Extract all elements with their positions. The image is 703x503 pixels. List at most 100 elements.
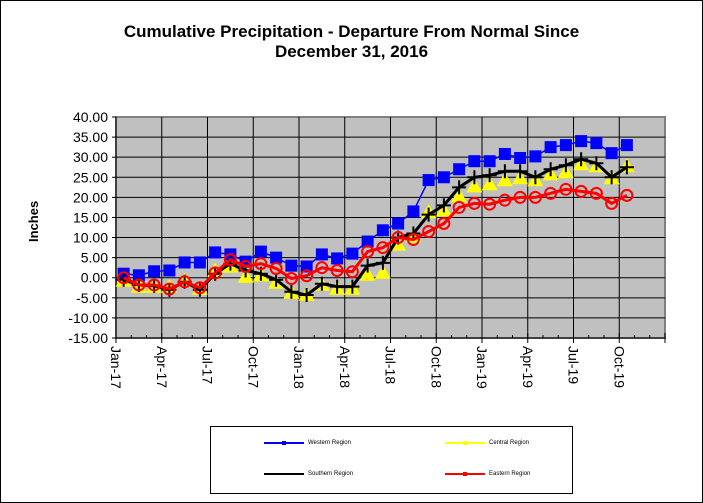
data-point-southern-region <box>497 164 512 179</box>
data-point-southern-region <box>589 156 604 171</box>
data-point-central-region <box>451 188 468 203</box>
y-tick-label: -15.00 <box>68 330 108 346</box>
y-tick-label: 20.00 <box>73 189 108 205</box>
y-tick-label: 25.00 <box>73 169 108 185</box>
data-point-southern-region <box>345 279 360 294</box>
x-tick-label: Jan-17 <box>108 346 124 389</box>
legend-swatch-eastern <box>445 472 485 476</box>
data-point-southern-region <box>269 272 284 287</box>
data-point-southern-region <box>604 170 619 185</box>
data-point-western-region <box>422 174 435 187</box>
data-point-eastern-region <box>528 190 542 204</box>
data-point-eastern-region <box>452 200 466 214</box>
data-point-western-region <box>346 247 359 260</box>
data-point-western-region <box>392 217 405 230</box>
data-point-central-region <box>466 178 483 193</box>
data-point-eastern-region <box>574 184 588 198</box>
data-point-eastern-region <box>178 275 192 289</box>
data-point-western-region <box>468 155 481 168</box>
data-point-eastern-region <box>345 265 359 279</box>
data-point-eastern-region <box>208 266 222 280</box>
data-point-western-region <box>575 135 588 148</box>
data-point-eastern-region <box>300 269 314 283</box>
legend-item-central: Central Region <box>445 440 529 446</box>
data-point-eastern-region <box>223 253 237 267</box>
legend-item-western: Western Region <box>264 440 351 446</box>
data-point-southern-region <box>330 279 345 294</box>
data-point-southern-region <box>299 288 314 303</box>
data-point-western-region <box>498 147 511 160</box>
data-point-eastern-region <box>391 231 405 245</box>
data-point-western-region <box>605 147 618 160</box>
y-tick-label: -10.00 <box>68 310 108 326</box>
data-point-eastern-region <box>269 261 283 275</box>
data-point-western-region <box>315 248 328 261</box>
y-tick-label: 5.00 <box>81 250 108 266</box>
x-tick-label: Jul-18 <box>383 346 399 384</box>
data-point-southern-region <box>421 207 436 222</box>
y-tick-label: 10.00 <box>73 230 108 246</box>
legend-label-western: Western Region <box>308 440 351 446</box>
data-point-southern-region <box>467 170 482 185</box>
data-point-eastern-region <box>513 190 527 204</box>
x-tick-label: Oct-19 <box>611 346 627 388</box>
x-tick-label: Apr-18 <box>337 346 353 388</box>
data-point-western-region <box>407 205 420 218</box>
legend: Western Region Central Region Southern R… <box>210 426 573 494</box>
data-point-eastern-region <box>147 278 161 292</box>
legend-label-southern: Southern Region <box>308 471 354 477</box>
legend-label-eastern: Eastern Region <box>489 471 531 477</box>
data-point-eastern-region <box>605 196 619 210</box>
data-point-western-region <box>559 139 572 152</box>
y-tick-label: 40.00 <box>73 109 108 125</box>
data-point-eastern-region <box>589 186 603 200</box>
data-point-eastern-region <box>162 282 176 296</box>
data-point-western-region <box>285 259 298 272</box>
data-point-western-region <box>529 150 542 163</box>
series-line-eastern-region <box>122 187 628 291</box>
data-point-western-region <box>437 171 450 184</box>
data-point-southern-region <box>314 276 329 291</box>
data-point-western-region <box>361 235 374 248</box>
data-point-southern-region <box>360 258 375 273</box>
x-tick-label: Jan-19 <box>474 346 490 389</box>
data-point-central-region <box>374 264 391 279</box>
data-point-eastern-region <box>422 225 436 239</box>
x-tick-label: Jul-17 <box>200 346 216 384</box>
data-point-western-region <box>178 256 191 269</box>
data-point-eastern-region <box>544 186 558 200</box>
data-point-eastern-region <box>620 188 634 202</box>
y-tick-label: 0.00 <box>81 270 108 286</box>
data-point-western-region <box>163 264 176 277</box>
data-point-eastern-region <box>376 241 390 255</box>
legend-swatch-western <box>264 441 304 445</box>
chart-title-line2: December 31, 2016 <box>274 42 429 61</box>
data-point-eastern-region <box>193 281 207 295</box>
data-point-eastern-region <box>254 257 268 271</box>
data-point-southern-region <box>513 164 528 179</box>
data-point-southern-region <box>284 284 299 299</box>
data-point-southern-region <box>619 160 634 175</box>
data-point-western-region <box>270 251 283 264</box>
data-point-western-region <box>300 260 313 273</box>
data-point-western-region <box>148 265 161 278</box>
data-point-western-region <box>544 141 557 154</box>
data-point-western-region <box>132 269 145 282</box>
data-point-southern-region <box>436 198 451 213</box>
data-point-eastern-region <box>284 272 298 286</box>
data-point-western-region <box>590 137 603 150</box>
data-point-eastern-region <box>437 216 451 230</box>
data-point-eastern-region <box>467 196 481 210</box>
data-point-southern-region <box>558 158 573 173</box>
data-point-southern-region <box>482 168 497 183</box>
y-tick-label: 35.00 <box>73 129 108 145</box>
data-point-western-region <box>483 155 496 168</box>
data-point-western-region <box>193 256 206 269</box>
y-tick-label: -5.00 <box>76 290 108 306</box>
x-tick-label: Apr-19 <box>520 346 536 388</box>
x-tick-label: Oct-17 <box>245 346 261 388</box>
data-point-southern-region <box>375 255 390 270</box>
legend-item-eastern: Eastern Region <box>445 471 530 477</box>
legend-label-central: Central Region <box>489 440 530 446</box>
